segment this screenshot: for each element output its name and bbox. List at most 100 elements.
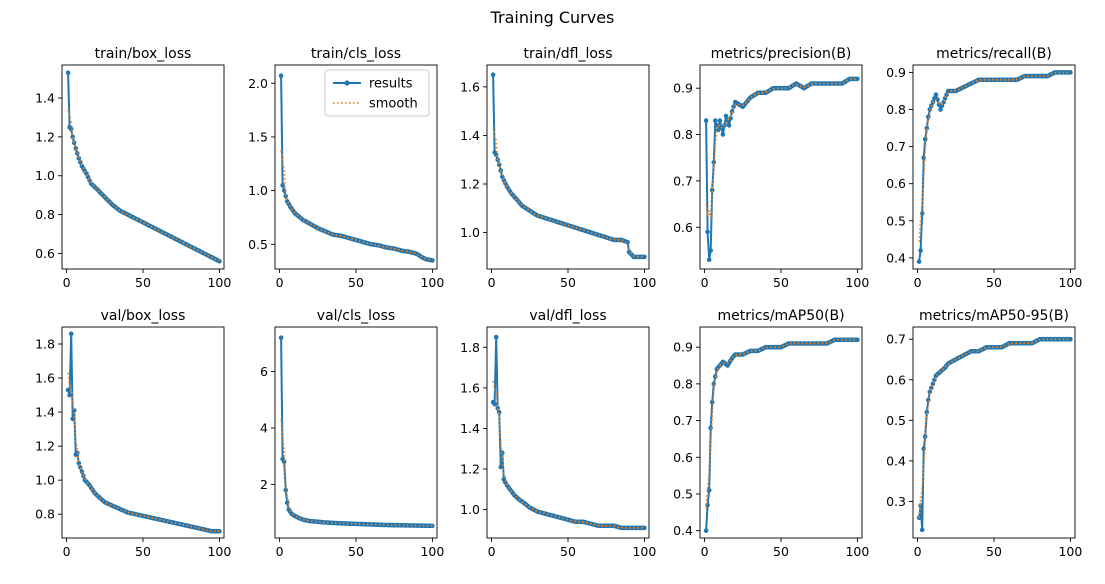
y-tick-label: 0.4 <box>886 250 906 265</box>
x-tick-label: 100 <box>207 544 231 559</box>
y-tick-label: 0.5 <box>886 213 906 228</box>
x-tick-label: 50 <box>986 544 1002 559</box>
y-tick-label: 0.8 <box>35 507 55 522</box>
subplot-title: train/box_loss <box>95 46 192 62</box>
results-point <box>855 76 860 82</box>
results-line <box>705 77 858 260</box>
subplot-title: metrics/precision(B) <box>711 46 852 62</box>
results-point <box>728 116 733 121</box>
axes-frame <box>61 326 225 539</box>
smooth-line <box>918 71 1071 242</box>
x-tick-label: 50 <box>348 544 364 559</box>
results-point <box>68 331 74 337</box>
y-tick-label: 1.2 <box>35 439 55 454</box>
y-tick-label: 1.4 <box>460 128 480 143</box>
x-tick-label: 100 <box>845 544 869 559</box>
subplot-3: train/dfl_loss 0 50 100 1.0 1.2 1.4 1.6 <box>460 46 656 290</box>
results-point <box>642 525 647 531</box>
y-tick-label: 1.6 <box>35 371 55 386</box>
results-point <box>492 401 497 407</box>
results-point <box>67 392 72 398</box>
subplot-10: metrics/mAP50-95(B) 0 50 100 0.3 0.4 0.5 0.6 0.7 <box>886 308 1082 559</box>
results-point <box>929 385 934 391</box>
subplot-title: metrics/mAP50-95(B) <box>919 308 1069 324</box>
y-tick-label: 0.8 <box>886 102 906 117</box>
results-point <box>278 73 284 78</box>
smooth-line <box>280 150 433 261</box>
smooth-line <box>280 419 433 527</box>
results-point <box>726 123 732 128</box>
x-tick-label: 0 <box>276 275 284 290</box>
subplot-title: metrics/mAP50(B) <box>717 308 844 324</box>
subplot-9: metrics/mAP50(B) 0 50 100 0.4 0.5 0.6 0.7 0.8 0.9 <box>673 308 869 559</box>
axes-frame <box>486 326 650 539</box>
results-point <box>938 107 943 112</box>
smooth-line <box>918 338 1071 518</box>
legend-box <box>324 69 430 117</box>
y-tick-label: 0.5 <box>248 237 268 252</box>
results-point <box>217 258 222 264</box>
y-tick-label: 0.4 <box>673 523 693 538</box>
y-tick-label: 1.2 <box>35 129 55 144</box>
results-point <box>65 387 71 393</box>
x-tick-label: 50 <box>135 275 151 290</box>
results-point <box>1068 336 1073 342</box>
results-point <box>918 248 923 253</box>
y-tick-label: 1.0 <box>460 502 480 517</box>
results-point <box>717 118 723 123</box>
y-tick-label: 0.6 <box>886 176 906 191</box>
results-point <box>705 229 710 235</box>
results-line <box>492 74 645 258</box>
smooth-line <box>492 127 645 258</box>
y-tick-label: 6 <box>260 364 268 379</box>
x-tick-label: 50 <box>560 275 576 290</box>
y-tick-label: 1.0 <box>35 473 55 488</box>
legend-results-marker <box>344 80 350 86</box>
x-tick-label: 0 <box>488 544 496 559</box>
results-point <box>76 156 82 161</box>
legend: results smooth <box>324 69 430 117</box>
y-tick-label: 0.5 <box>673 486 693 501</box>
axes-frame <box>486 64 650 270</box>
results-line <box>705 338 858 531</box>
results-point <box>924 125 930 131</box>
y-tick-label: 0.8 <box>35 207 55 222</box>
y-tick-label: 1.6 <box>460 380 480 395</box>
axes-frame <box>699 326 863 539</box>
results-point <box>278 335 284 341</box>
y-tick-label: 2 <box>260 477 268 492</box>
y-tick-label: 0.9 <box>673 340 693 355</box>
x-tick-label: 100 <box>420 544 444 559</box>
axes-frame <box>912 326 1076 539</box>
x-tick-label: 0 <box>914 544 922 559</box>
subplot-title: train/cls_loss <box>311 46 401 62</box>
subplot-1: train/box_loss 0 50 100 0.6 0.8 1.0 1.2 1.4 <box>35 46 231 290</box>
x-tick-label: 50 <box>986 275 1002 290</box>
results-point <box>916 259 922 264</box>
y-tick-label: 1.0 <box>35 168 55 183</box>
x-tick-label: 100 <box>845 275 869 290</box>
x-tick-label: 50 <box>135 544 151 559</box>
results-line <box>280 337 433 527</box>
x-tick-label: 50 <box>560 544 576 559</box>
subplot-title: val/dfl_loss <box>529 308 606 324</box>
x-tick-label: 50 <box>773 275 789 290</box>
subplot-7: val/cls_loss 0 50 100 2 4 6 <box>260 308 444 559</box>
y-tick-label: 0.6 <box>35 246 55 261</box>
x-tick-label: 100 <box>420 275 444 290</box>
y-tick-label: 1.6 <box>460 79 480 94</box>
x-tick-label: 100 <box>1058 275 1082 290</box>
results-point <box>281 188 287 193</box>
results-point <box>430 258 435 263</box>
y-tick-label: 4 <box>260 420 268 435</box>
results-point <box>706 257 712 263</box>
results-point <box>65 70 71 76</box>
legend-smooth-label: smooth <box>369 97 418 112</box>
smooth-line <box>67 372 220 533</box>
y-tick-label: 0.9 <box>673 81 693 96</box>
subplot-title: val/box_loss <box>101 308 186 324</box>
y-tick-label: 1.8 <box>35 337 55 352</box>
subplot-title: metrics/recall(B) <box>936 46 1052 62</box>
subplot-2: train/cls_loss 0 50 100 0.5 1.0 1.5 2.0 results s… <box>248 46 444 290</box>
subplot-6: val/box_loss 0 50 100 0.8 1.0 1.2 1.4 1.6 1.8 <box>35 308 231 559</box>
